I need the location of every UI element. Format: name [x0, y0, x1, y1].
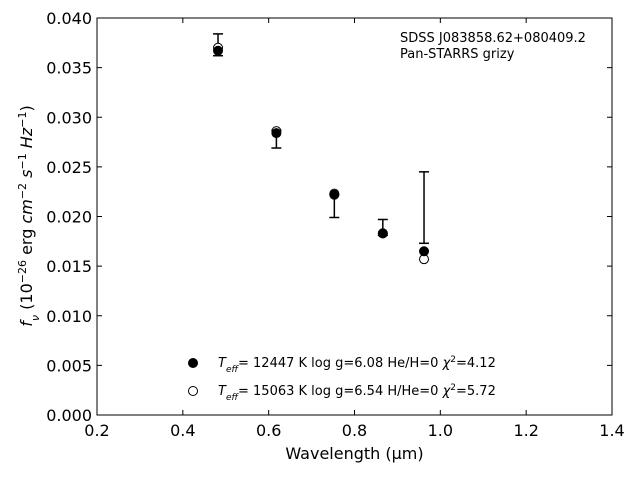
y-tick-label: 0.040	[46, 9, 92, 28]
x-tick-label: 0.8	[342, 421, 367, 440]
point-filled-model	[213, 45, 224, 56]
y-tick-label: 0.025	[46, 158, 92, 177]
y-tick-label: 0.015	[46, 257, 92, 276]
y-tick-label: 0.000	[46, 406, 92, 425]
y-tick-label: 0.020	[46, 208, 92, 227]
errorbar-layer	[213, 33, 430, 245]
plot-frame	[96, 17, 613, 416]
x-tick-label: 0.2	[84, 421, 109, 440]
x-tick-label: 1.4	[599, 421, 624, 440]
x-tick-label: 1.2	[513, 421, 538, 440]
point-layer	[213, 42, 430, 265]
annotation-line-1: SDSS J083858.62+080409.2	[400, 31, 586, 46]
y-tick-label: 0.035	[46, 59, 92, 78]
x-tick-label: 0.6	[256, 421, 281, 440]
legend-label-series-2: Teff= 15063 K log g=6.54 H/He=0 χ2=5.72	[218, 383, 496, 403]
y-tick-label: 0.030	[46, 108, 92, 127]
legend-marker-filled	[188, 358, 198, 368]
y-tick-label: 0.010	[46, 307, 92, 326]
y-axis-label: fν (10−26 erg cm−2 s−1 Hz−1)	[16, 105, 42, 326]
point-filled-model	[329, 189, 340, 200]
x-tick-labels: 0.2 0.4 0.6 0.8 1.0 1.2 1.4	[84, 421, 624, 440]
x-tick-label: 1.0	[428, 421, 453, 440]
point-filled-model	[419, 246, 430, 257]
annotation-line-2: Pan-STARRS grizy	[400, 47, 515, 62]
legend: Teff= 12447 K log g=6.08 He/H=0 χ2=4.12 …	[188, 355, 496, 403]
x-axis-label: Wavelength (μm)	[285, 444, 423, 463]
x-tick-label: 0.4	[170, 421, 195, 440]
y-tick-labels: 0.000 0.005 0.010 0.015 0.020 0.025 0.030 0.035…	[46, 9, 92, 425]
point-filled-model	[271, 128, 282, 139]
point-filled-model	[377, 228, 388, 239]
y-tick-label: 0.005	[46, 356, 92, 375]
legend-marker-open	[188, 386, 198, 396]
legend-label-series-1: Teff= 12447 K log g=6.08 He/H=0 χ2=4.12	[218, 355, 496, 375]
